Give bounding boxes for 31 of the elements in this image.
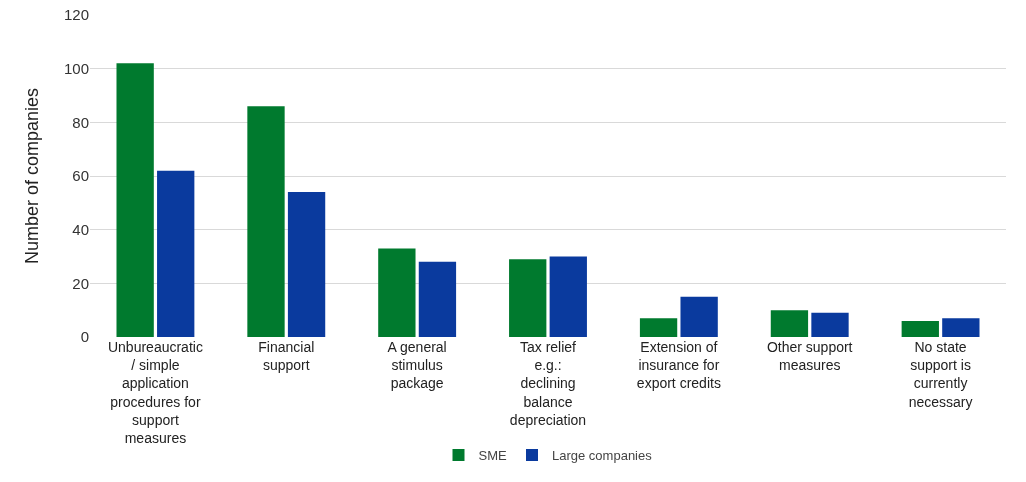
y-tick-label: 80 (72, 113, 89, 131)
y-tick-label: 20 (72, 274, 89, 292)
bar (639, 318, 678, 337)
x-tick-label: Other support measures (766, 339, 853, 374)
x-tick-label: Tax relief e.g.: declining balance depreciation (509, 339, 587, 428)
y-tick-label: 60 (72, 167, 89, 185)
legend-label: Large companies (552, 448, 653, 464)
bar (247, 106, 285, 337)
bar (157, 170, 195, 337)
x-tick-label: No state support is currently necessary (908, 339, 973, 410)
bar (770, 310, 809, 337)
x-tick-label: Unbureaucratic / simple application procedures for support measures (107, 339, 203, 446)
bar (680, 296, 718, 337)
bar (942, 318, 980, 337)
bar (549, 256, 587, 337)
y-axis-title: Number of companies (22, 87, 43, 265)
bar (418, 261, 457, 337)
bar (811, 312, 849, 337)
bar (901, 320, 939, 337)
y-tick-label: 120 (63, 6, 89, 24)
bar (509, 259, 547, 337)
bar (378, 248, 416, 337)
bar (116, 63, 154, 337)
legend-label: SME (478, 448, 507, 464)
y-tick-label: 40 (72, 220, 89, 238)
x-tick-label: Financial support (258, 339, 315, 374)
x-tick-label: A general stimulus package (387, 339, 447, 392)
x-tick-label: Extension of insurance for export credits (636, 339, 721, 392)
y-tick-label: 100 (63, 59, 89, 77)
y-tick-label: 0 (80, 328, 89, 346)
bar (287, 192, 326, 337)
